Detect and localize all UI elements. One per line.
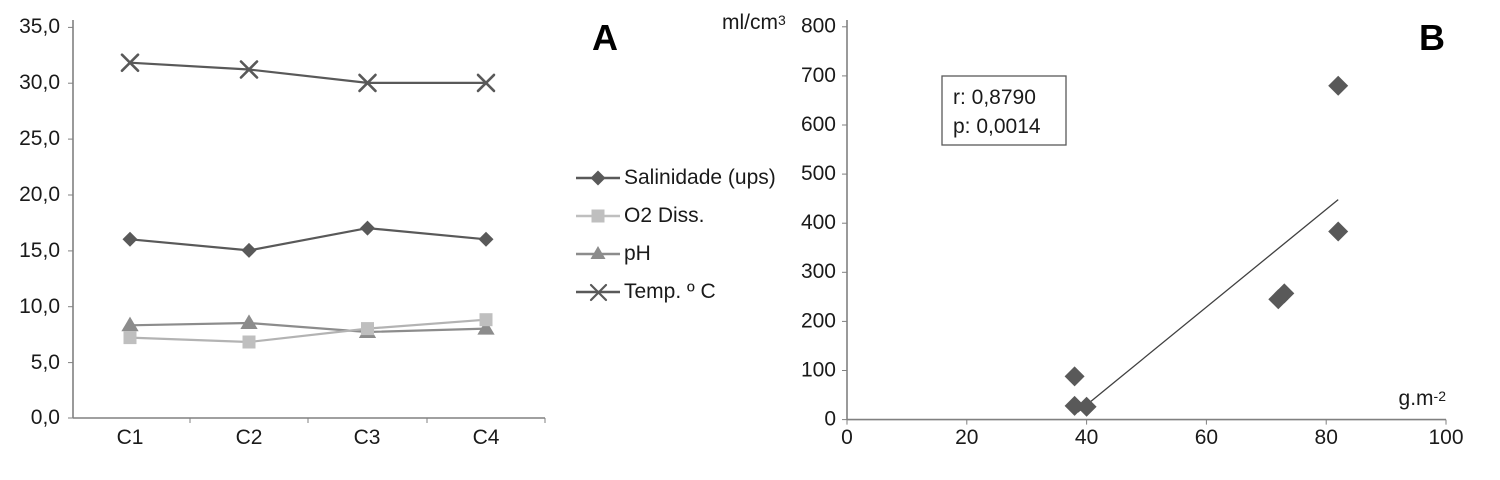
svg-text:0: 0 (841, 426, 853, 449)
svg-text:p: 0,0014: p: 0,0014 (953, 115, 1041, 138)
svg-text:700: 700 (801, 64, 836, 87)
svg-text:400: 400 (801, 211, 836, 234)
svg-text:300: 300 (801, 260, 836, 283)
svg-text:40: 40 (1075, 426, 1098, 449)
svg-text:pH: pH (624, 242, 651, 265)
svg-text:C1: C1 (117, 426, 144, 449)
svg-text:600: 600 (801, 113, 836, 136)
svg-text:O2 Diss.: O2 Diss. (624, 204, 705, 227)
svg-text:60: 60 (1195, 426, 1218, 449)
svg-text:B: B (1419, 17, 1445, 58)
svg-text:100: 100 (801, 358, 836, 381)
svg-text:30,0: 30,0 (19, 71, 60, 94)
svg-text:20,0: 20,0 (19, 183, 60, 206)
svg-text:0: 0 (824, 408, 836, 431)
svg-text:C3: C3 (354, 426, 381, 449)
svg-text:A: A (592, 17, 618, 58)
svg-text:800: 800 (801, 15, 836, 38)
svg-text:80: 80 (1315, 426, 1338, 449)
svg-text:ml/cm3: ml/cm3 (722, 11, 786, 34)
svg-text:Salinidade (ups): Salinidade (ups) (624, 166, 776, 189)
svg-text:100: 100 (1428, 426, 1463, 449)
svg-text:5,0: 5,0 (31, 351, 60, 374)
svg-text:15,0: 15,0 (19, 239, 60, 262)
svg-text:Temp. º C: Temp. º C (624, 280, 716, 303)
svg-text:35,0: 35,0 (19, 15, 60, 38)
svg-text:C4: C4 (473, 426, 500, 449)
svg-text:0,0: 0,0 (31, 406, 60, 429)
svg-text:r: 0,8790: r: 0,8790 (953, 86, 1036, 109)
svg-text:500: 500 (801, 162, 836, 185)
svg-text:10,0: 10,0 (19, 295, 60, 318)
svg-text:25,0: 25,0 (19, 127, 60, 150)
svg-text:200: 200 (801, 309, 836, 332)
svg-text:20: 20 (955, 426, 978, 449)
svg-text:C2: C2 (236, 426, 263, 449)
